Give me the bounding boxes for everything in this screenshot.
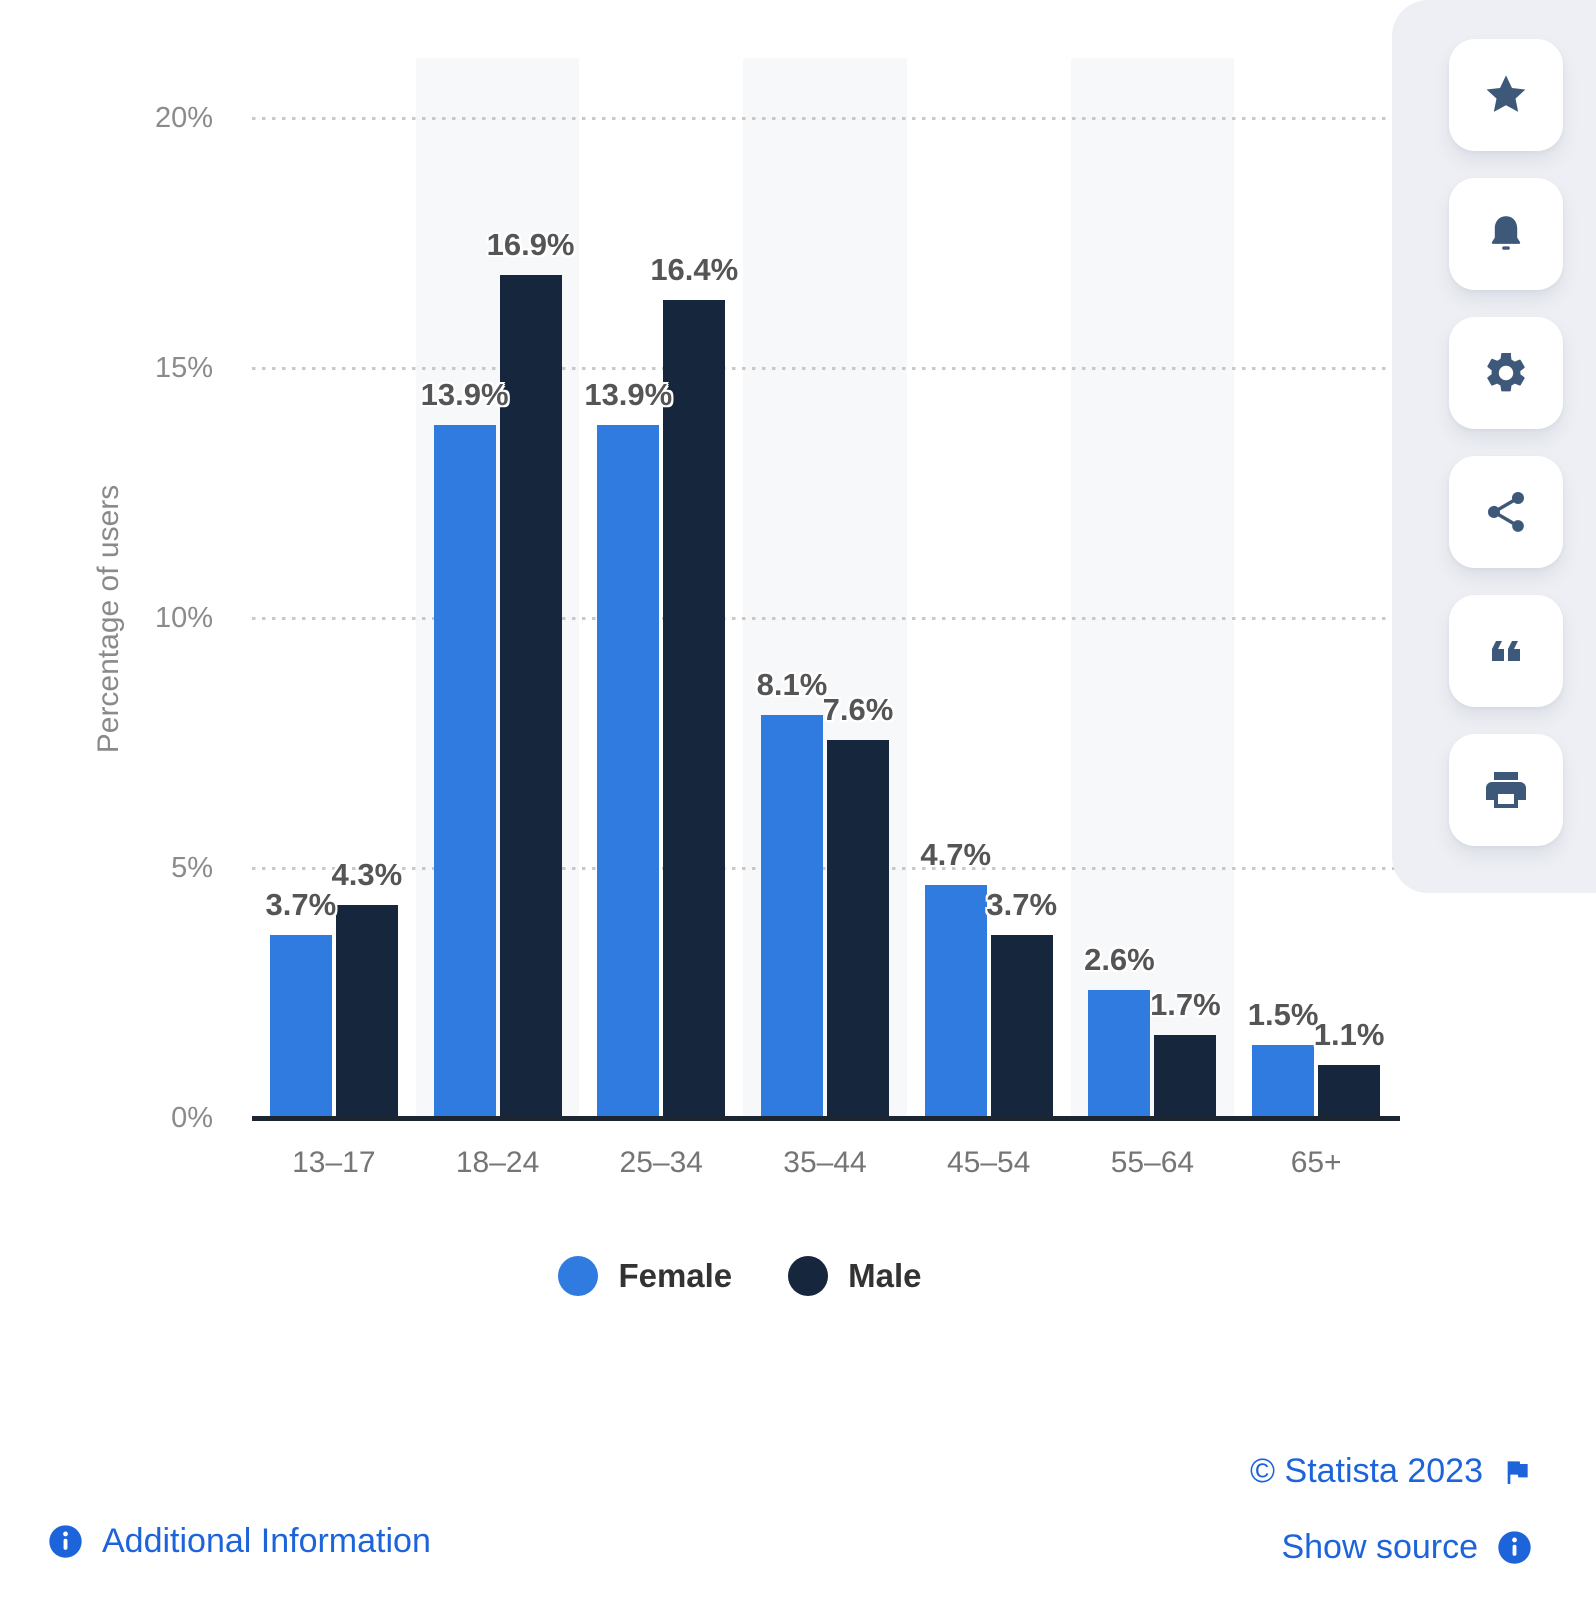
bar-value-label: 8.1% bbox=[756, 667, 828, 702]
bar-male-18–24[interactable] bbox=[499, 275, 562, 1120]
gridline bbox=[252, 617, 1398, 620]
info-icon bbox=[49, 1525, 82, 1558]
share-button[interactable] bbox=[1449, 456, 1563, 568]
gridline bbox=[252, 117, 1398, 120]
y-tick-label: 5% bbox=[171, 852, 213, 884]
gear-icon bbox=[1487, 352, 1525, 392]
plot-area: 3.7% 4.3% 13.9% 16.9% 13.9% 16.4% 8.1% 7.6% 4.7%… bbox=[252, 58, 1398, 1120]
bar-male-55–64[interactable] bbox=[1154, 1035, 1217, 1120]
bar-female-18–24[interactable] bbox=[433, 425, 496, 1120]
legend-item-male: Male bbox=[788, 1256, 922, 1296]
bar-group-25–34: 13.9% 16.4% bbox=[579, 58, 743, 1120]
x-tick-label-18–24: 18–24 bbox=[455, 1146, 540, 1179]
gridline bbox=[252, 367, 1398, 370]
legend-label: Male bbox=[848, 1257, 922, 1294]
y-tick-label: 0% bbox=[171, 1102, 213, 1134]
share-icon bbox=[1488, 492, 1524, 532]
settings-button[interactable] bbox=[1449, 317, 1563, 429]
additional-information-text: Additional Information bbox=[102, 1522, 431, 1560]
bar-group-18–24: 13.9% 16.9% bbox=[416, 58, 580, 1120]
bar-male-13–17[interactable] bbox=[335, 905, 398, 1120]
y-tick-label: 20% bbox=[154, 102, 213, 134]
quote-icon bbox=[1492, 641, 1520, 661]
y-tick-label: 15% bbox=[154, 352, 213, 384]
flag-icon[interactable] bbox=[1501, 1456, 1533, 1488]
legend-dot-male bbox=[788, 1256, 829, 1296]
print-icon bbox=[1486, 772, 1526, 808]
bar-value-label: 13.9% bbox=[420, 377, 509, 412]
plot-stripe bbox=[1070, 58, 1235, 1120]
bar-group-55–64: 2.6% 1.7% bbox=[1071, 58, 1235, 1120]
favorite-button[interactable] bbox=[1449, 39, 1563, 151]
bar-value-label: 4.3% bbox=[331, 857, 403, 892]
bar-value-label: 4.7% bbox=[920, 837, 992, 872]
star-icon bbox=[1486, 75, 1526, 112]
x-tick-label-45–54: 45–54 bbox=[946, 1146, 1031, 1179]
x-tick-label-25–34: 25–34 bbox=[619, 1146, 703, 1179]
bar-female-55–64[interactable] bbox=[1088, 990, 1151, 1120]
bar-male-35–44[interactable] bbox=[826, 740, 889, 1120]
bar-group-35–44: 8.1% 7.6% bbox=[743, 58, 907, 1120]
legend-item-female: Female bbox=[558, 1256, 732, 1296]
bar-male-45–54[interactable] bbox=[990, 935, 1053, 1120]
bar-value-label: 1.5% bbox=[1247, 997, 1319, 1032]
bell-icon bbox=[1491, 216, 1521, 250]
bar-male-25–34[interactable] bbox=[663, 300, 726, 1120]
bar-value-label: 16.9% bbox=[486, 227, 575, 262]
print-button[interactable] bbox=[1449, 734, 1563, 846]
copyright-text: © Statista 2023 bbox=[1250, 1452, 1483, 1490]
bar-male-65+[interactable] bbox=[1318, 1065, 1381, 1120]
notifications-button[interactable] bbox=[1449, 178, 1563, 290]
bar-female-45–54[interactable] bbox=[924, 885, 987, 1120]
bar-value-label: 7.6% bbox=[822, 692, 894, 727]
x-tick-label-35–44: 35–44 bbox=[783, 1146, 867, 1179]
bar-female-65+[interactable] bbox=[1252, 1045, 1315, 1120]
bar-female-13–17[interactable] bbox=[269, 935, 332, 1120]
y-tick-label: 10% bbox=[154, 602, 213, 634]
additional-information-link[interactable]: Additional Information bbox=[47, 1522, 431, 1561]
show-source-text: Show source bbox=[1281, 1528, 1478, 1566]
bar-value-label: 2.6% bbox=[1084, 942, 1155, 977]
x-tick-label-65+: 65+ bbox=[1290, 1146, 1342, 1179]
x-tick-label-55–64: 55–64 bbox=[1110, 1146, 1195, 1179]
info-icon bbox=[1498, 1531, 1531, 1564]
citation-button[interactable] bbox=[1449, 595, 1563, 707]
legend-label: Female bbox=[618, 1257, 733, 1294]
bar-female-35–44[interactable] bbox=[760, 715, 823, 1120]
bar-group-13–17: 3.7% 4.3% bbox=[252, 58, 416, 1120]
bar-value-label: 1.1% bbox=[1313, 1017, 1385, 1052]
bar-value-label: 3.7% bbox=[265, 887, 337, 922]
bar-value-label: 3.7% bbox=[986, 887, 1058, 922]
gridline bbox=[252, 867, 1398, 870]
bar-value-label: 16.4% bbox=[650, 252, 739, 287]
x-tick-label-13–17: 13–17 bbox=[292, 1146, 376, 1179]
copyright-line: © Statista 2023 bbox=[1250, 1452, 1533, 1491]
legend-dot-female bbox=[558, 1256, 599, 1296]
chart-legend: Female Male bbox=[0, 1256, 1480, 1296]
bar-value-label: 13.9% bbox=[584, 377, 673, 412]
x-axis-line bbox=[252, 1116, 1400, 1121]
bar-female-25–34[interactable] bbox=[597, 425, 660, 1120]
bar-group-45–54: 4.7% 3.7% bbox=[907, 58, 1071, 1120]
bar-group-65+: 1.5% 1.1% bbox=[1234, 58, 1398, 1120]
show-source-link[interactable]: Show source bbox=[1281, 1528, 1533, 1567]
bar-value-label: 1.7% bbox=[1150, 987, 1221, 1022]
toolbar-sidebar bbox=[1392, 0, 1596, 893]
